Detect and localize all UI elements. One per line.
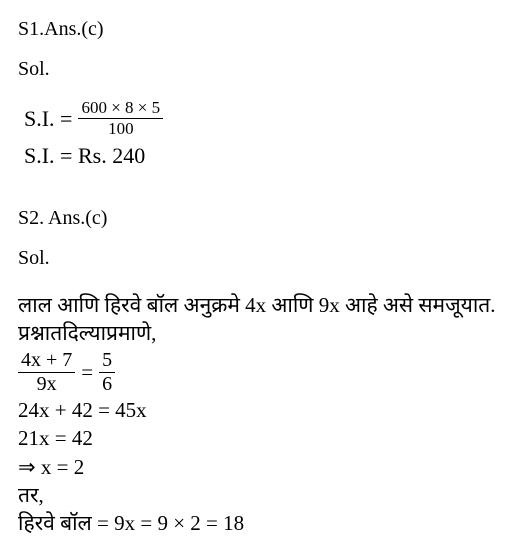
- s2-step-1: 24x + 42 = 45x: [18, 396, 510, 424]
- s1-header: S1.Ans.(c): [18, 14, 510, 44]
- s2-rhs-frac: 5 6: [99, 349, 115, 396]
- s1-sol-label: Sol.: [18, 54, 510, 84]
- s2-sol-label: Sol.: [18, 243, 510, 273]
- s1-lhs: S.I. =: [24, 106, 72, 132]
- s2-rhs-num: 5: [99, 349, 115, 373]
- s1-equation-1: S.I. = 600 × 8 × 5 100: [18, 98, 510, 139]
- s2-answer: हिरवे बॉल = 9x = 9 × 2 = 18: [18, 509, 510, 537]
- s2-step-3: ⇒ x = 2: [18, 453, 510, 481]
- s2-lhs-num: 4x + 7: [18, 349, 75, 373]
- s2-lhs-den: 9x: [18, 373, 75, 396]
- s2-step-2: 21x = 42: [18, 424, 510, 452]
- s2-text-1: लाल आणि हिरवे बॉल अनुक्रमे 4x आणि 9x आहे…: [18, 291, 510, 319]
- s1-frac-den: 100: [78, 119, 163, 139]
- s1-result: S.I. = Rs. 240: [18, 143, 510, 169]
- s1-frac-num: 600 × 8 × 5: [78, 98, 163, 119]
- solutions-page: S1.Ans.(c) Sol. S.I. = 600 × 8 × 5 100 S…: [0, 0, 528, 551]
- s2-eq-sign: =: [81, 358, 93, 386]
- s2-equation: 4x + 7 9x = 5 6: [18, 349, 510, 396]
- s2-lhs-frac: 4x + 7 9x: [18, 349, 75, 396]
- s2-rhs-den: 6: [99, 373, 115, 396]
- s2-then: तर,: [18, 481, 510, 509]
- s2-header: S2. Ans.(c): [18, 203, 510, 233]
- s1-fraction: 600 × 8 × 5 100: [78, 98, 163, 139]
- s2-text-2: प्रश्नातदिल्याप्रमाणे,: [18, 319, 510, 347]
